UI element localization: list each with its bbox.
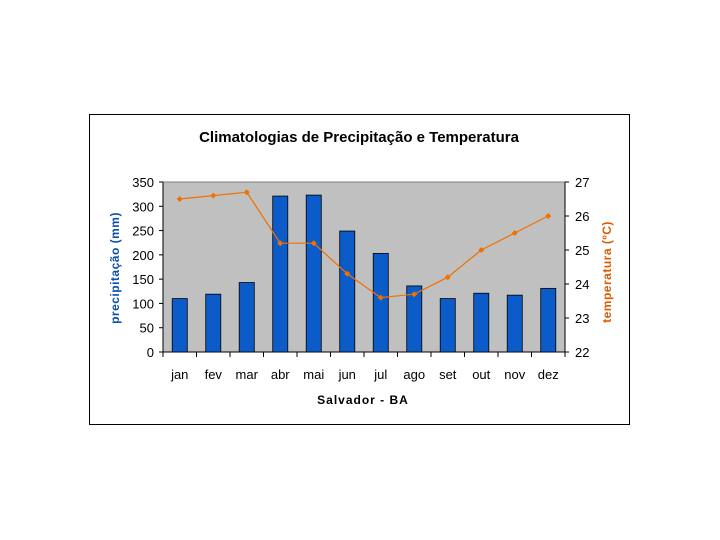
y-tick-label: 250 [132, 224, 154, 239]
x-axis-label: Salvador - BA [317, 393, 409, 407]
temperature-point-ago [411, 291, 418, 298]
temperature-point-dez [545, 213, 552, 219]
y2-tick-label: 22 [575, 345, 589, 360]
chart-title: Climatologias de Precipitação e Temperat… [199, 129, 519, 146]
temperature-line [179, 191, 549, 299]
x-tick-label: nov [504, 367, 525, 382]
y2-tick-label: 27 [575, 175, 589, 190]
bar-jun [339, 230, 356, 353]
x-tick-label: jun [338, 367, 356, 382]
bar-mai [305, 194, 322, 353]
y-tick-label: 300 [132, 199, 154, 214]
y-tick-label: 50 [140, 321, 154, 336]
bar-nov [506, 294, 523, 353]
x-tick-label: out [472, 367, 490, 382]
x-tick-label: dez [538, 367, 559, 382]
bar-fev [205, 293, 222, 353]
temperature-point-mai [310, 240, 317, 247]
y-tick-label: 200 [132, 248, 154, 263]
x-tick-label: mai [303, 367, 324, 382]
y-tick-label: 350 [132, 175, 154, 190]
bar-jul [372, 252, 389, 353]
bar-out [473, 292, 490, 353]
bar-abr [272, 195, 289, 353]
bar-mar [238, 282, 255, 353]
temperature-point-jul [377, 294, 384, 301]
bar-jan [171, 298, 188, 353]
x-tick-label: set [439, 367, 457, 382]
bar-ago [406, 285, 423, 353]
temperature-point-fev [210, 192, 217, 199]
y2-tick-label: 23 [575, 311, 589, 326]
x-tick-label: mar [236, 367, 259, 382]
x-tick-label: fev [205, 367, 223, 382]
temperature-point-out [478, 247, 485, 253]
y-axis-label-left: precipitação (mm) [108, 212, 122, 324]
y-axis-label-right: temperatura (ºC) [600, 221, 614, 323]
temperature-point-abr [277, 240, 284, 247]
y-tick-label: 0 [147, 345, 154, 360]
temperature-point-nov [511, 230, 518, 236]
temperature-point-mar [243, 189, 250, 196]
x-tick-label: jan [170, 367, 188, 382]
y2-tick-label: 26 [575, 209, 589, 224]
temperature-point-set [444, 274, 451, 281]
plot-area [162, 181, 566, 353]
y-tick-label: 150 [132, 272, 154, 287]
x-tick-label: ago [403, 367, 425, 382]
y-tick-label: 100 [132, 296, 154, 311]
temperature-point-jun [344, 270, 351, 277]
y2-tick-label: 25 [575, 243, 589, 258]
x-tick-label: abr [271, 367, 290, 382]
x-tick-label: jul [373, 367, 387, 382]
bar-set [439, 298, 456, 353]
temperature-point-jan [176, 196, 183, 202]
y2-tick-label: 24 [575, 277, 589, 292]
bar-dez [540, 287, 557, 353]
